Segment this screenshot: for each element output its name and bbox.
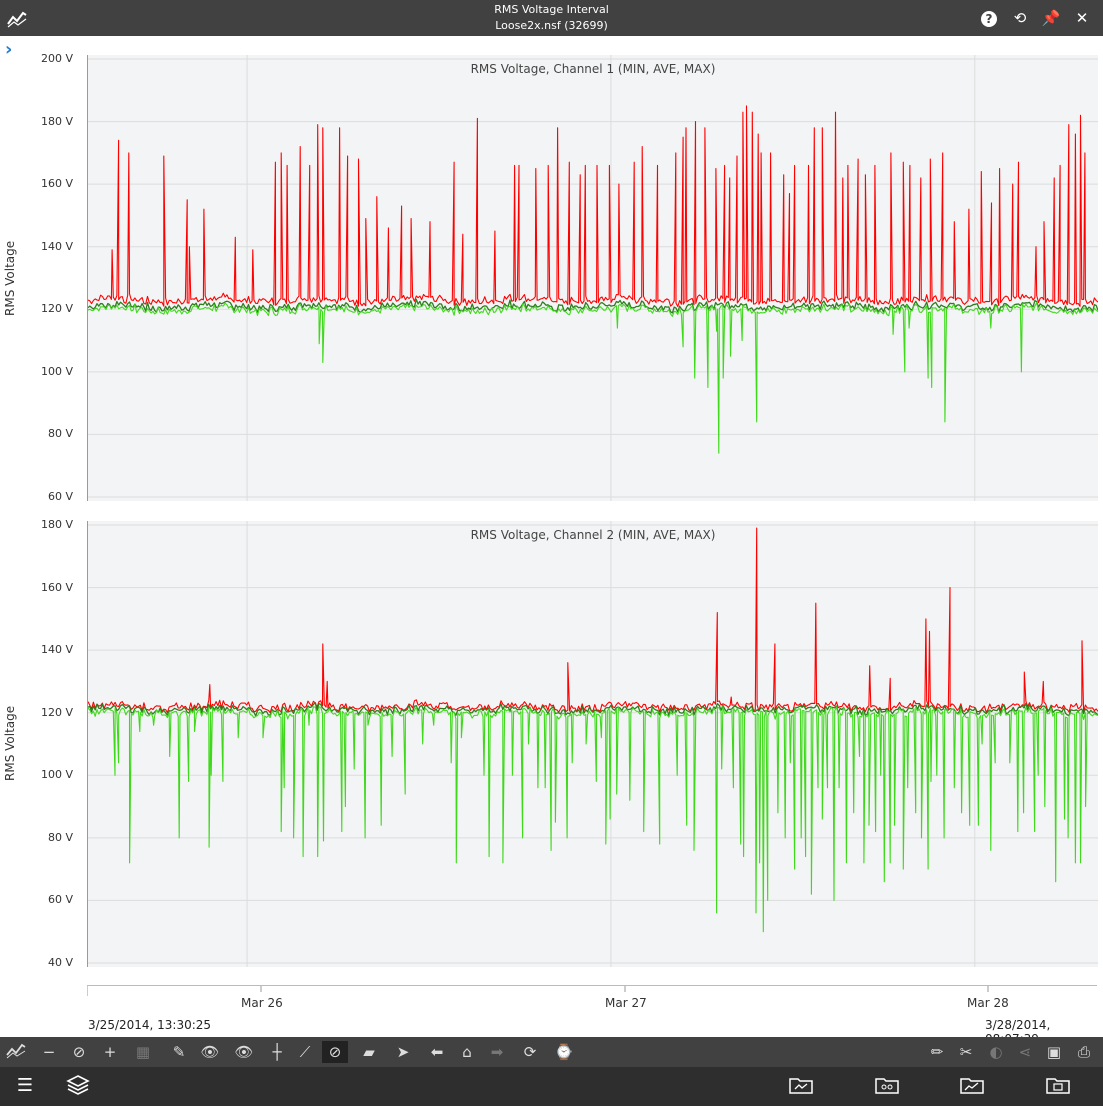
start-datetime: 3/25/2014, 13:30:25 bbox=[88, 1018, 212, 1032]
window-subtitle: Loose2x.nsf (32699) bbox=[495, 19, 608, 32]
y-tick-label: 140 V bbox=[40, 643, 73, 657]
series-line-min bbox=[88, 706, 1098, 933]
zoom-reset-icon[interactable]: ⊘ bbox=[72, 1043, 86, 1061]
y-tick-label: 120 V bbox=[40, 705, 73, 719]
event-folder-icon[interactable] bbox=[789, 1076, 813, 1094]
close-icon[interactable]: ✕ bbox=[1075, 9, 1089, 27]
y-tick-label: 160 V bbox=[40, 580, 73, 594]
y-tick-label: 140 V bbox=[40, 239, 73, 253]
y-tick-label: 180 V bbox=[40, 114, 73, 128]
refresh-icon[interactable]: ⟳ bbox=[523, 1043, 537, 1061]
series-line-ave bbox=[88, 702, 1098, 717]
y-tick-label: 120 V bbox=[40, 302, 73, 316]
series-line-max bbox=[88, 105, 1098, 308]
x-tick-label: Mar 27 bbox=[605, 996, 647, 1010]
snapshot-icon[interactable]: ⌚ bbox=[554, 1043, 574, 1061]
chart-channel-1[interactable]: RMS Voltage, Channel 1 (MIN, AVE, MAX) bbox=[87, 55, 1098, 501]
tape-folder-icon[interactable] bbox=[875, 1076, 899, 1094]
x-tick-label: Mar 26 bbox=[241, 996, 283, 1010]
y-tick-label: 100 V bbox=[40, 768, 73, 782]
series-line-max bbox=[88, 527, 1098, 714]
pencil-icon[interactable]: ✏ bbox=[930, 1043, 944, 1061]
back-icon[interactable]: ⬅ bbox=[430, 1043, 444, 1061]
print-icon[interactable]: ⎙ bbox=[1077, 1043, 1090, 1061]
menu-icon[interactable]: ☰ bbox=[16, 1075, 34, 1096]
hide-icon[interactable]: ⊘ bbox=[322, 1041, 348, 1063]
y-tick-label: 200 V bbox=[40, 52, 73, 65]
zoom-in-icon[interactable]: + bbox=[103, 1043, 117, 1061]
x-tick-label: Mar 28 bbox=[967, 996, 1009, 1010]
chart-title-2: RMS Voltage, Channel 2 (MIN, AVE, MAX) bbox=[470, 528, 716, 542]
bottom-bar: ☰ bbox=[0, 1067, 1103, 1106]
edit-fill-icon[interactable]: ✎ bbox=[172, 1043, 186, 1061]
y-tick-label: 80 V bbox=[47, 830, 73, 844]
window-title: RMS Voltage Interval bbox=[494, 3, 609, 16]
title-bar: RMS Voltage Interval Loose2x.nsf (32699)… bbox=[0, 0, 1103, 36]
report-folder-icon[interactable] bbox=[1046, 1076, 1070, 1094]
pin-icon[interactable]: 📌 bbox=[1041, 9, 1061, 27]
x-axis[interactable]: Mar 26 Mar 27 Mar 28 bbox=[87, 985, 1097, 1010]
save-icon[interactable]: ▣ bbox=[1046, 1043, 1062, 1061]
crosshair-icon[interactable]: ┼ bbox=[272, 1043, 282, 1061]
y-tick-label: 180 V bbox=[40, 518, 73, 531]
chevron-right-icon[interactable]: › bbox=[5, 39, 13, 60]
series-line-min bbox=[88, 302, 1098, 454]
share-icon[interactable]: ⋖ bbox=[1018, 1043, 1032, 1061]
view-wh-icon[interactable]: 👁 bbox=[200, 1043, 220, 1061]
zoom-out-icon[interactable]: − bbox=[42, 1043, 56, 1061]
chart-channel-2[interactable]: RMS Voltage, Channel 2 (MIN, AVE, MAX) bbox=[87, 521, 1098, 967]
chart-svg-1 bbox=[88, 55, 1098, 501]
forward-icon[interactable]: ➡ bbox=[490, 1043, 504, 1061]
history-icon[interactable]: ⟲ bbox=[1013, 9, 1027, 27]
y-tick-label: 40 V bbox=[47, 956, 73, 969]
view-edit-icon[interactable]: 👁 bbox=[234, 1043, 254, 1061]
y-tick-label: 60 V bbox=[47, 490, 73, 503]
y-tick-label: 80 V bbox=[47, 427, 73, 441]
chart-icon[interactable] bbox=[6, 8, 28, 28]
chart-folder-icon[interactable] bbox=[960, 1076, 984, 1094]
chart-title-1: RMS Voltage, Channel 1 (MIN, AVE, MAX) bbox=[470, 62, 716, 76]
pointer-icon[interactable]: ➤ bbox=[396, 1043, 410, 1061]
y-tick-label: 60 V bbox=[47, 893, 73, 907]
y-tick-label: 160 V bbox=[40, 177, 73, 191]
table-icon[interactable]: ▦ bbox=[135, 1043, 151, 1061]
chart-toolbar: − ⊘ + ▦ ✎ 👁 👁 ┼ ⟋ ⊘ ▰ ➤ ⬅ ⌂ ➡ ⟳ ⌚ ✏ ✂ ◐ … bbox=[0, 1037, 1103, 1067]
chart-type-icon[interactable] bbox=[5, 1041, 27, 1063]
layers-icon[interactable] bbox=[65, 1074, 91, 1098]
note-icon[interactable]: ▰ bbox=[363, 1043, 375, 1061]
cut-icon[interactable]: ✂ bbox=[959, 1043, 973, 1061]
annotation-icon[interactable]: ◐ bbox=[989, 1043, 1003, 1061]
help-icon[interactable]: ? bbox=[978, 7, 1000, 29]
home-icon[interactable]: ⌂ bbox=[462, 1043, 472, 1061]
y-tick-label: 100 V bbox=[40, 364, 73, 378]
chart-svg-2 bbox=[88, 521, 1098, 967]
trend-icon[interactable]: ⟋ bbox=[299, 1043, 311, 1061]
